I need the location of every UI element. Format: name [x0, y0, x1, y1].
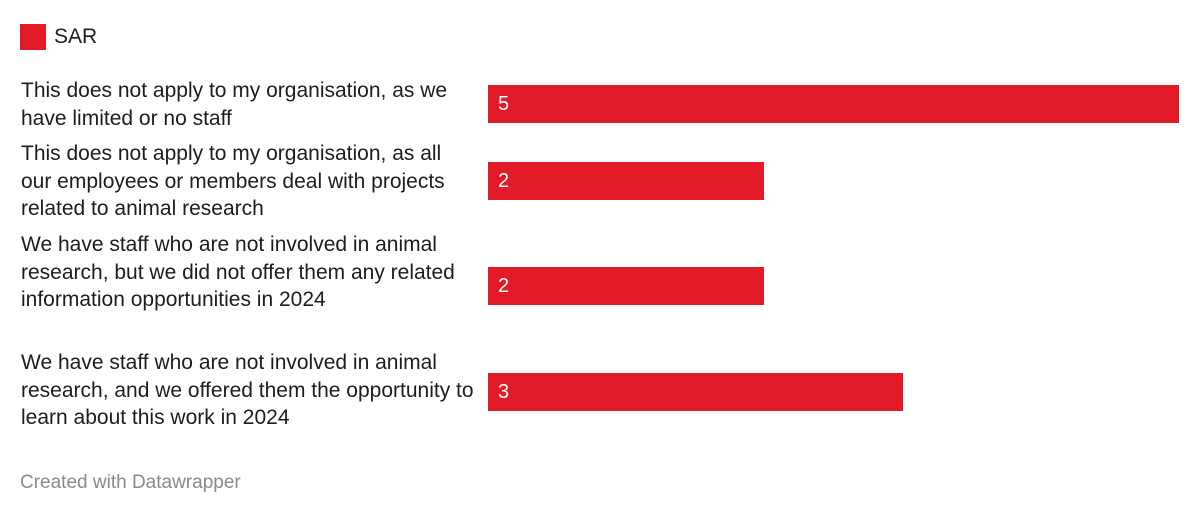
bar — [488, 162, 764, 200]
category-label: We have staff who are not involved in an… — [21, 233, 455, 311]
legend: SAR — [20, 24, 97, 50]
bar-value-label: 2 — [498, 275, 510, 297]
category-label: This does not apply to my organisation, … — [21, 142, 445, 220]
bar — [488, 267, 764, 305]
footer-credit: Created with Datawrapper — [20, 472, 241, 493]
bar — [488, 85, 1179, 123]
category-label: We have staff who are not involved in an… — [21, 351, 474, 429]
bar-value-label: 5 — [498, 93, 510, 115]
bar-value-label: 3 — [498, 381, 510, 403]
bar-value-label: 2 — [498, 170, 510, 192]
bar — [488, 373, 903, 411]
category-label: This does not apply to my organisation, … — [21, 79, 448, 130]
legend-swatch-sar — [20, 24, 46, 50]
legend-label-sar: SAR — [54, 25, 98, 48]
